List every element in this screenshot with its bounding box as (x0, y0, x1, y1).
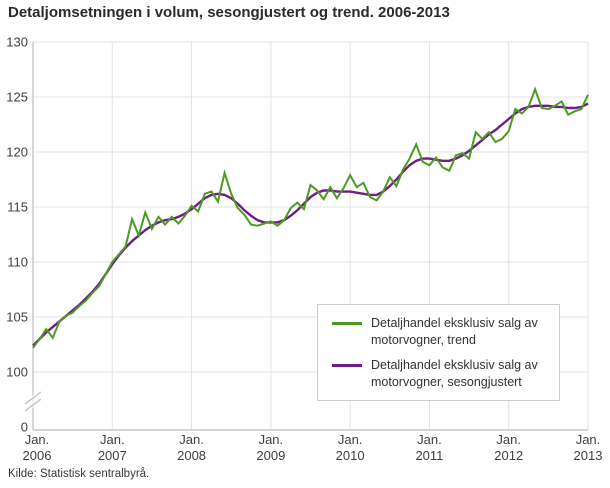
svg-text:105: 105 (6, 310, 28, 325)
svg-text:2013: 2013 (574, 448, 603, 463)
chart-title: Detaljomsetningen i volum, sesongjustert… (8, 4, 450, 21)
y-tick-labels: 130 125 120 115 110 105 100 0 (6, 35, 28, 435)
svg-text:120: 120 (6, 145, 28, 160)
trend-line-series (32, 86, 589, 349)
axis-break-mark (24, 398, 42, 412)
svg-text:Jan.: Jan. (417, 432, 442, 447)
svg-text:100: 100 (6, 365, 28, 380)
svg-text:125: 125 (6, 90, 28, 105)
legend: Detaljhandel eksklusiv salg av motorvogn… (317, 304, 560, 401)
seasonal-line-swatch (332, 364, 362, 367)
svg-text:2007: 2007 (98, 448, 127, 463)
svg-text:Jan.: Jan. (338, 432, 363, 447)
svg-text:2006: 2006 (23, 448, 52, 463)
axes (24, 42, 588, 431)
svg-text:2008: 2008 (177, 448, 206, 463)
svg-text:2009: 2009 (256, 448, 285, 463)
svg-text:2012: 2012 (494, 448, 523, 463)
source-note: Kilde: Statistisk sentralbyrå. (8, 468, 150, 480)
trend-line-swatch (332, 322, 362, 325)
svg-text:130: 130 (6, 35, 28, 50)
svg-text:110: 110 (7, 255, 28, 270)
svg-text:2010: 2010 (336, 448, 365, 463)
legend-entry-trend: Detaljhandel eksklusiv salg av motorvogn… (332, 315, 551, 348)
legend-entry-seasonal: Detaljhandel eksklusiv salg av motorvogn… (332, 357, 551, 390)
svg-text:0: 0 (21, 420, 28, 435)
svg-text:Jan.: Jan. (25, 432, 50, 447)
x-tick-labels: Jan.2006Jan.2007Jan.2008Jan.2009Jan.2010… (23, 432, 603, 463)
svg-text:Jan.: Jan. (259, 432, 284, 447)
svg-text:2011: 2011 (415, 448, 443, 463)
axis-break-mark (24, 391, 42, 405)
legend-label-trend: Detaljhandel eksklusiv salg av motorvogn… (371, 316, 538, 347)
legend-label-seasonal: Detaljhandel eksklusiv salg av motorvogn… (371, 358, 538, 389)
svg-text:Jan.: Jan. (179, 432, 204, 447)
svg-text:Jan.: Jan. (100, 432, 125, 447)
svg-text:Jan.: Jan. (496, 432, 521, 447)
svg-text:115: 115 (7, 200, 28, 215)
svg-text:Jan.: Jan. (576, 432, 601, 447)
